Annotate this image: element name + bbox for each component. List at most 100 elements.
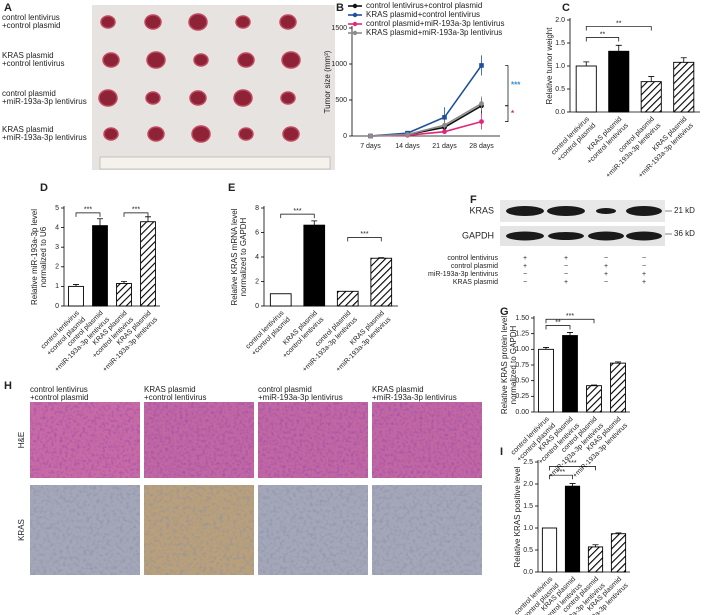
y-tick-label: 0 <box>343 133 347 140</box>
group-label: KRAS plasmid <box>2 51 54 60</box>
y-tick-label: 2.5 <box>523 459 533 466</box>
sig-label: *** <box>132 207 140 214</box>
tumor <box>280 91 296 105</box>
error-bar <box>591 384 597 386</box>
column-label: +miR-193a-3p lentivirus <box>258 393 343 402</box>
tumor <box>103 127 119 141</box>
group-label: +control lentivirus <box>2 59 64 68</box>
group-label: KRAS plasmid <box>2 125 54 134</box>
legend-marker <box>352 21 358 27</box>
point <box>368 133 373 139</box>
panel-label: G <box>500 306 509 318</box>
point <box>442 129 447 135</box>
condition-label: KRAS plasmid <box>453 279 498 286</box>
y-tick-label: 1.5 <box>523 503 533 510</box>
sig-bracket <box>505 65 509 107</box>
bar <box>564 485 581 573</box>
he-texture <box>372 402 482 478</box>
sig-bracket <box>280 213 315 219</box>
sign: − <box>564 271 568 278</box>
column-label: +control lentivirus <box>144 393 206 402</box>
tumor <box>238 127 254 141</box>
legend-label: control lentivirus+control plasmid <box>366 1 482 10</box>
y-tick-label: 0.0 <box>523 569 533 576</box>
y-axis-label: normalized to GAPDH <box>509 325 518 404</box>
group-label: control lentivirus <box>2 13 60 22</box>
column-label: control plasmid <box>258 385 312 394</box>
condition-label: control lentivirus <box>447 255 498 262</box>
y-tick-label: 2 <box>55 264 59 271</box>
sign: − <box>523 271 527 278</box>
tumors <box>98 13 301 143</box>
panel-label: D <box>40 182 48 194</box>
y-tick-label: 1.00 <box>515 346 529 353</box>
ruler <box>99 156 331 170</box>
bar <box>586 385 602 413</box>
y-tick-label: 1000 <box>331 61 347 68</box>
y-tick-label: 0 <box>255 303 259 310</box>
sign: + <box>523 263 527 270</box>
bar <box>575 65 597 113</box>
y-tick-label: 1.50 <box>515 315 529 322</box>
sign: − <box>604 279 608 286</box>
sig-bracket <box>549 466 596 471</box>
he-texture <box>30 402 140 478</box>
column-label: +miR-193a-3p lentivirus <box>372 393 457 402</box>
y-axis-label: normalized to U6 <box>39 226 48 287</box>
sign: − <box>642 263 646 270</box>
band-label: GAPDH <box>462 230 494 240</box>
sig-bracket <box>545 325 571 330</box>
tumor <box>102 52 120 68</box>
legend-marker <box>352 12 358 18</box>
error-bar <box>648 76 655 82</box>
tumor <box>279 14 297 30</box>
tumor-photo <box>92 5 335 170</box>
y-axis-label: Relative KRAS protein level <box>500 316 509 414</box>
marker-label: 21 kD <box>674 206 695 215</box>
sig-bracket <box>585 26 652 31</box>
bar <box>541 527 558 573</box>
y-tick-label: 0.5 <box>555 86 565 93</box>
tumor <box>98 89 118 107</box>
sign: + <box>642 271 646 278</box>
point <box>479 63 484 68</box>
y-tick-label: 0.25 <box>515 393 529 400</box>
error-bar <box>73 284 79 287</box>
bar <box>68 285 84 307</box>
column-label: KRAS plasmid <box>144 385 196 394</box>
y-tick-label: 0 <box>55 303 59 310</box>
panel-label: A <box>4 2 12 14</box>
error-bar <box>615 44 622 52</box>
y-axis-label: Relative tumor weight <box>545 27 554 105</box>
sign: + <box>642 279 646 286</box>
histology-images <box>30 402 482 575</box>
ihc-texture <box>30 485 140 575</box>
error-bar <box>583 61 590 66</box>
tumor <box>237 52 255 68</box>
bar <box>538 348 554 413</box>
tumor <box>144 14 162 30</box>
tumor <box>100 15 116 29</box>
series-line <box>370 105 482 137</box>
y-tick-label: 500 <box>335 97 347 104</box>
bar <box>610 533 627 573</box>
sig-bracket <box>75 212 101 217</box>
condition-label: miR-193a-3p lentivirus <box>428 271 499 278</box>
column-label: +control plasmid <box>30 393 88 402</box>
sign: + <box>604 271 608 278</box>
error-bar <box>615 532 622 534</box>
tumor <box>189 90 207 106</box>
tumor <box>146 51 166 69</box>
bar <box>640 81 662 113</box>
point <box>405 132 410 137</box>
error-bar <box>311 220 318 226</box>
y-tick-label: 0.0 <box>555 109 565 116</box>
y-tick-label: 6 <box>255 229 259 236</box>
sig-label: *** <box>557 469 565 476</box>
group-label: +miR-193a-3p lentivirus <box>2 133 87 142</box>
ihc-texture <box>258 485 368 575</box>
y-tick-label: 2 <box>255 278 259 285</box>
ihc-texture <box>372 485 482 575</box>
sig-bracket <box>545 318 595 324</box>
